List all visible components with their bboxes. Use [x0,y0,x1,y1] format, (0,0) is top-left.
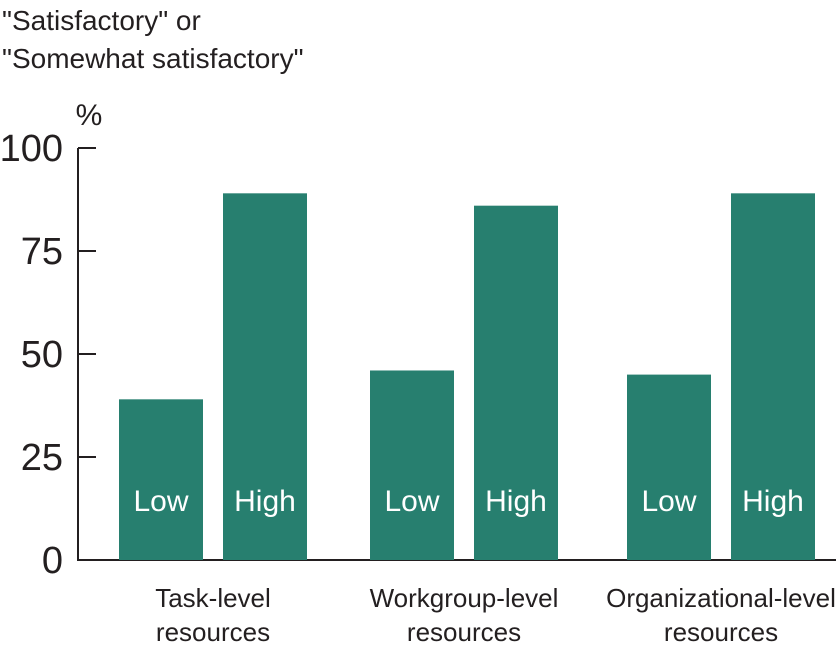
y-tick-label: 0 [42,540,63,582]
category-label: Task-level [155,583,271,613]
y-tick-label: 50 [21,334,63,376]
bar-label: High [485,485,547,518]
bar-low [627,374,711,560]
y-tick-label: 100 [0,128,63,170]
bar-label: Low [133,485,188,518]
bar-label: High [234,485,296,518]
bar-low [370,370,454,560]
bar-label: High [742,485,804,518]
category-label: resources [664,617,778,647]
category-label: Workgroup-level [370,583,559,613]
bar-high [731,193,815,560]
category-label: Organizational-level [606,583,836,613]
category-label: resources [407,617,521,647]
bar-high [474,205,558,560]
y-tick-label: 25 [21,437,63,479]
y-axis-title-line-2: "Somewhat satisfactory" [2,43,304,74]
bar-label: Low [641,485,696,518]
y-axis-title-line-1: "Satisfactory" or [2,5,201,36]
bar-low [119,399,203,560]
y-tick-label: 75 [21,231,63,273]
chart-bars [119,193,815,560]
category-label: resources [156,617,270,647]
bar-high [223,193,307,560]
chart-labels: Low High Task-level resources Low High Workgro… [133,485,835,647]
chart-axes: 0 25 50 75 100 [0,128,836,582]
bar-label: Low [384,485,439,518]
y-axis-unit-label: % [76,99,103,132]
